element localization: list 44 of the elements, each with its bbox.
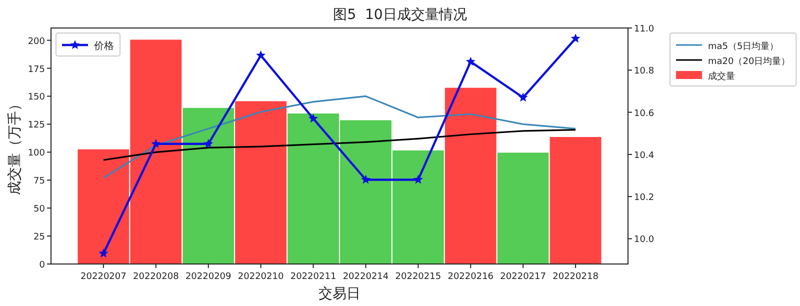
point bbox=[98, 248, 108, 258]
legend-label: ma20（20日均量） bbox=[708, 56, 790, 67]
point bbox=[570, 34, 580, 43]
y-tick-label: 100 bbox=[28, 148, 46, 159]
x-tick-label: 20220216 bbox=[448, 272, 494, 282]
y2-tick-label: 10.4 bbox=[634, 150, 654, 161]
y2-tick-label: 10.8 bbox=[634, 66, 654, 77]
point bbox=[151, 138, 161, 148]
y2-tick-label: 10.0 bbox=[634, 235, 654, 246]
x-tick-label: 20220211 bbox=[290, 272, 336, 282]
line-series bbox=[102, 95, 576, 179]
point bbox=[360, 174, 370, 184]
y-tick-label: 175 bbox=[28, 64, 45, 75]
y-tick-label: 75 bbox=[34, 176, 45, 187]
y-tick-label: 200 bbox=[28, 36, 46, 47]
x-tick-label: 20220217 bbox=[500, 272, 546, 282]
y-tick-label: 150 bbox=[28, 92, 46, 103]
x-tick-label: 20220208 bbox=[133, 272, 180, 282]
line-series bbox=[102, 128, 576, 161]
point bbox=[256, 50, 266, 60]
y2-tick-label: 11.0 bbox=[634, 24, 654, 34]
y2-tick-label: 10.2 bbox=[634, 193, 654, 204]
legend-label: ma5（5日均量） bbox=[708, 41, 779, 52]
x-tick-label: 20220215 bbox=[395, 272, 442, 282]
x-tick-label: 20220218 bbox=[552, 272, 599, 282]
y-tick-label: 0 bbox=[39, 260, 46, 270]
point bbox=[204, 138, 214, 148]
x-tick-label: 20220214 bbox=[342, 272, 389, 282]
x-axis-title: 交易日 bbox=[318, 286, 360, 302]
y-axis-title: 成交量（万手） bbox=[7, 97, 23, 195]
x-tick-label: 20220210 bbox=[238, 272, 284, 282]
y2-tick-label: 10.6 bbox=[634, 108, 654, 119]
point bbox=[466, 56, 476, 66]
y-tick-label: 125 bbox=[28, 120, 45, 131]
point bbox=[413, 174, 423, 184]
point bbox=[518, 92, 528, 102]
legend-label: 价格 bbox=[93, 40, 114, 52]
legend-label: 成交量 bbox=[708, 71, 735, 82]
point bbox=[308, 114, 318, 123]
y-tick-label: 50 bbox=[34, 204, 46, 215]
chart-title: 图5 10日成交量情况 bbox=[333, 7, 467, 23]
x-tick-label: 20220209 bbox=[185, 272, 232, 282]
x-tick-label: 20220207 bbox=[80, 272, 126, 282]
y-tick-label: 25 bbox=[34, 232, 45, 243]
